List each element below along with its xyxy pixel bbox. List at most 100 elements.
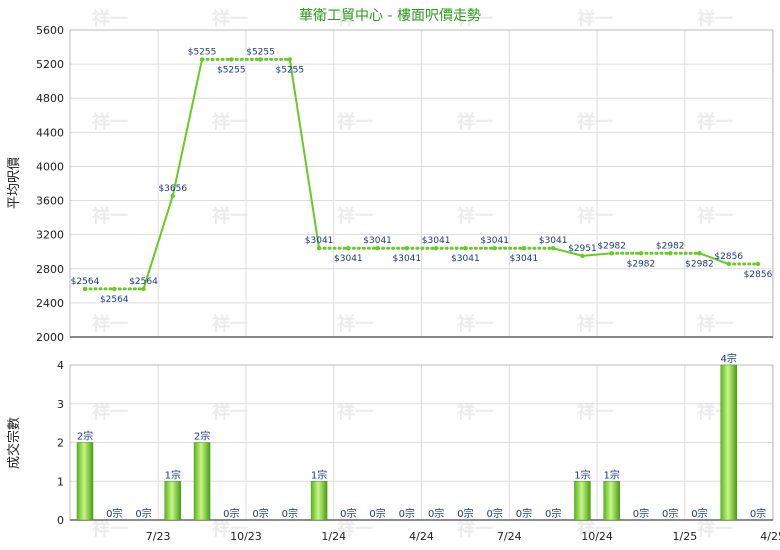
watermark-text: 祥一 bbox=[457, 111, 493, 133]
x-tick-label: 1/24 bbox=[321, 530, 346, 543]
count-tick-label: 0 bbox=[57, 514, 64, 527]
watermark-text: 祥一 bbox=[212, 401, 248, 423]
price-point bbox=[287, 57, 293, 62]
watermark-text: 祥一 bbox=[337, 8, 373, 30]
price-point bbox=[316, 246, 322, 251]
count-bar bbox=[603, 481, 620, 521]
count-data-label: 4宗 bbox=[721, 352, 737, 365]
count-data-label: 1宗 bbox=[311, 468, 327, 481]
price-axis-label: 平均呎價 bbox=[7, 157, 22, 209]
price-data-label: $5255 bbox=[246, 47, 275, 57]
watermark-text: 祥一 bbox=[92, 313, 128, 335]
watermark-text: 祥一 bbox=[92, 8, 128, 30]
watermark-text: 祥一 bbox=[697, 518, 733, 540]
watermark-text: 祥一 bbox=[577, 8, 613, 30]
price-data-label: $3041 bbox=[422, 236, 451, 246]
price-tick-label: 3600 bbox=[36, 195, 64, 208]
price-point bbox=[258, 57, 263, 62]
price-point bbox=[521, 246, 527, 251]
price-data-label: $3041 bbox=[539, 236, 568, 246]
watermark-text: 祥一 bbox=[92, 401, 128, 423]
price-tick-label: 5600 bbox=[36, 24, 64, 37]
x-tick-label: 7/24 bbox=[497, 530, 522, 543]
price-data-label: $3656 bbox=[158, 184, 187, 194]
count-data-label: 0宗 bbox=[545, 507, 561, 520]
watermark-text: 祥一 bbox=[92, 205, 128, 227]
watermark-text: 祥一 bbox=[337, 401, 373, 423]
count-axis-label: 成交宗數 bbox=[6, 417, 22, 469]
count-data-label: 0宗 bbox=[282, 507, 298, 520]
price-point bbox=[112, 286, 117, 292]
price-tick-label: 2000 bbox=[36, 331, 64, 344]
price-point bbox=[404, 246, 410, 251]
price-point bbox=[433, 246, 439, 251]
count-data-label: 0宗 bbox=[691, 507, 707, 520]
price-data-label: $3041 bbox=[393, 254, 422, 264]
price-line-segment bbox=[552, 247, 584, 257]
watermark-text: 祥一 bbox=[337, 518, 373, 540]
price-tick-label: 5200 bbox=[36, 58, 64, 71]
price-point bbox=[170, 193, 175, 198]
price-point bbox=[463, 246, 468, 251]
price-point bbox=[580, 253, 585, 259]
price-point bbox=[375, 246, 380, 251]
count-data-label: 0宗 bbox=[399, 507, 415, 520]
price-tick-label: 4000 bbox=[36, 160, 64, 173]
price-data-label: $2564 bbox=[100, 295, 129, 305]
x-tick-label: 4/25 bbox=[760, 530, 780, 543]
price-point bbox=[550, 246, 556, 251]
price-data-label: $2982 bbox=[685, 259, 714, 269]
count-data-label: 0宗 bbox=[106, 507, 122, 520]
price-data-label: $2982 bbox=[627, 259, 656, 269]
count-bar bbox=[164, 481, 182, 521]
price-data-label: $2856 bbox=[714, 252, 743, 262]
watermark-text: 祥一 bbox=[212, 205, 248, 227]
price-line-segment bbox=[581, 252, 613, 257]
watermark-text: 祥一 bbox=[212, 313, 248, 335]
price-data-label: $2564 bbox=[129, 277, 158, 287]
price-point bbox=[346, 246, 351, 251]
count-data-label: 0宗 bbox=[369, 507, 385, 520]
price-data-label: $3041 bbox=[480, 236, 509, 246]
count-bar bbox=[720, 364, 737, 521]
watermark-text: 祥一 bbox=[212, 8, 248, 30]
x-tick-label: 1/25 bbox=[672, 530, 697, 543]
count-tick-label: 3 bbox=[57, 398, 64, 411]
price-line-segment bbox=[698, 252, 730, 266]
price-data-label: $5255 bbox=[276, 65, 305, 75]
watermark-text: 祥一 bbox=[457, 205, 493, 227]
count-data-label: 1宗 bbox=[604, 468, 620, 481]
x-tick-label: 10/23 bbox=[230, 530, 262, 543]
count-data-label: 2宗 bbox=[194, 430, 210, 443]
price-point bbox=[141, 286, 146, 292]
price-data-label: $2982 bbox=[656, 241, 685, 251]
price-data-label: $3041 bbox=[451, 254, 480, 264]
x-tick-label: 4/24 bbox=[409, 530, 434, 543]
count-data-label: 1宗 bbox=[165, 468, 181, 481]
price-line-segment bbox=[171, 58, 204, 197]
price-point bbox=[492, 246, 497, 251]
watermark-text: 祥一 bbox=[697, 205, 733, 227]
watermark-text: 祥一 bbox=[577, 313, 613, 335]
count-data-label: 0宗 bbox=[340, 507, 356, 520]
price-point bbox=[726, 261, 731, 267]
watermark-text: 祥一 bbox=[577, 205, 613, 227]
count-data-label: 0宗 bbox=[486, 507, 502, 520]
count-data-label: 0宗 bbox=[457, 507, 473, 520]
price-data-label: $2982 bbox=[597, 241, 626, 251]
watermark-text: 祥一 bbox=[457, 401, 493, 423]
watermark-text: 祥一 bbox=[577, 111, 613, 133]
count-data-label: 0宗 bbox=[750, 507, 766, 520]
count-tick-label: 4 bbox=[57, 359, 64, 372]
price-data-label: $5255 bbox=[188, 47, 217, 57]
count-data-label: 0宗 bbox=[135, 507, 151, 520]
price-point bbox=[609, 251, 614, 256]
price-data-label: $2951 bbox=[568, 244, 597, 254]
price-data-label: $3041 bbox=[363, 236, 392, 246]
price-data-label: $5255 bbox=[217, 65, 246, 75]
count-data-label: 0宗 bbox=[252, 507, 268, 520]
watermark-text: 祥一 bbox=[337, 205, 373, 227]
watermark-text: 祥一 bbox=[457, 313, 493, 335]
